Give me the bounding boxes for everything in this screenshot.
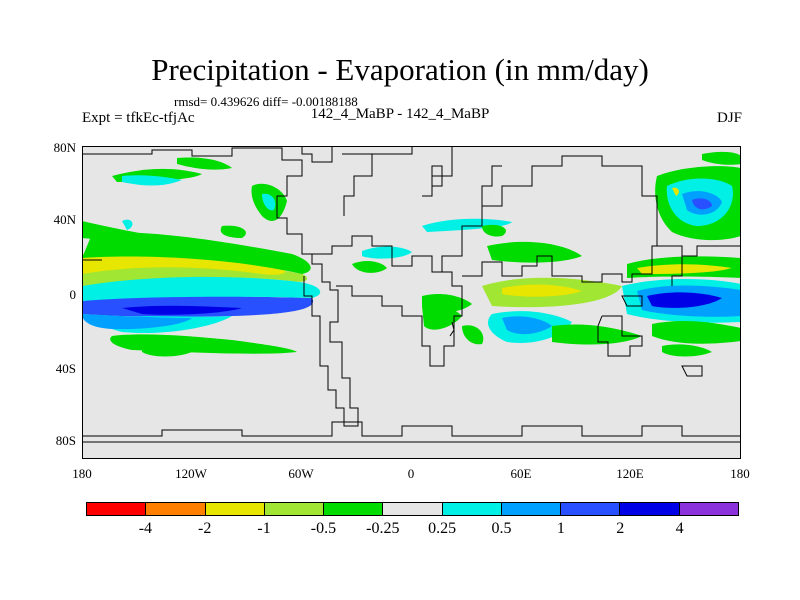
field-npac-green-2 — [177, 157, 232, 170]
colorbar-swatch — [324, 503, 384, 515]
lat-label-0: 0 — [69, 287, 77, 302]
lon-label-180e: 180 — [730, 466, 750, 481]
field-pacific-green — [82, 232, 311, 274]
coastlines — [82, 146, 741, 443]
field-so-green-1 — [142, 344, 192, 357]
expt-label: Expt = tfkEc-tfjAc — [82, 110, 195, 126]
colorbar-swatch — [501, 503, 562, 515]
colorbar-label: -4 — [138, 520, 153, 537]
field-arctic-green — [702, 151, 741, 165]
field-atlantic-cyan — [422, 218, 512, 232]
field-pacific-darkblue — [122, 305, 242, 315]
field-so-green-2 — [662, 344, 712, 357]
field-indian-yellow — [502, 284, 582, 297]
stats-label: rmsd= 0.439626 diff= -0.00188188 — [174, 94, 358, 109]
colorbar — [86, 502, 739, 516]
experiment-label: 142_4_MaBP - 142_4_MaBP — [310, 106, 490, 122]
field-med-cyan — [362, 246, 412, 259]
field-wpac-darkblue — [647, 292, 722, 308]
lon-label-120w: 120W — [175, 466, 207, 481]
colorbar-swatch — [205, 503, 265, 515]
map-canvas — [82, 146, 741, 459]
lat-label-40n: 40N — [53, 212, 76, 227]
field-east-africa-green — [462, 325, 484, 345]
colorbar-label: -0.25 — [366, 520, 400, 537]
colorbar-swatch — [442, 503, 502, 515]
field-namerica-cyan — [262, 193, 276, 211]
lon-label-120e: 120E — [616, 466, 644, 481]
colorbar-label: 1 — [556, 520, 565, 537]
map-title: Precipitation - Evaporation (in mm/day) — [151, 52, 649, 87]
lat-label-40s: 40S — [55, 361, 76, 376]
field-npac-cyan — [122, 175, 182, 186]
map-frame — [82, 146, 741, 459]
field-pacific-cyan-north — [82, 276, 321, 301]
field-wpac-yellow — [637, 264, 732, 274]
lon-label-60w: 60W — [288, 466, 314, 481]
lon-label-180w: 180 — [72, 466, 92, 481]
field-pac-green-mid — [220, 225, 246, 238]
colorbar-label: 4 — [675, 520, 684, 537]
lon-label-0: 0 — [407, 466, 415, 481]
colorbar-label: -0.5 — [310, 520, 337, 537]
field-pac-cyan-small — [122, 219, 133, 230]
field-kuroshio-blue — [692, 198, 712, 210]
colorbar-swatch — [264, 503, 325, 515]
field-arabia-green — [487, 241, 582, 263]
colorbar-swatch — [87, 503, 147, 515]
lat-label-80n: 80N — [53, 140, 76, 155]
lat-label-80s: 80S — [55, 433, 76, 448]
colorbar-label: -2 — [198, 520, 212, 537]
colorbar-swatch — [383, 503, 443, 515]
field-indian-lightblue — [502, 316, 552, 335]
colorbar-swatch — [146, 503, 206, 515]
field-africa-north-green — [352, 261, 387, 273]
colorbar-swatch — [679, 503, 738, 515]
colorbar-swatch — [620, 503, 680, 515]
colorbar-swatch — [561, 503, 621, 515]
colorbar-label: -1 — [257, 520, 271, 537]
field-pac-green-west — [82, 221, 172, 241]
colorbar-label: 0.5 — [491, 520, 512, 537]
field-wpac-green-south — [652, 321, 741, 344]
field-kuroshio-yellow — [672, 187, 679, 196]
field-indian-green-south — [552, 324, 642, 345]
map-panel — [82, 146, 741, 459]
season-label: DJF — [716, 110, 742, 126]
lon-label-60e: 60E — [510, 466, 532, 481]
field-pacific-lightblue — [82, 314, 192, 330]
field-asia-green-patch — [482, 224, 506, 237]
colorbar-label: 0.25 — [428, 520, 457, 537]
colorbar-label: 2 — [616, 520, 625, 537]
